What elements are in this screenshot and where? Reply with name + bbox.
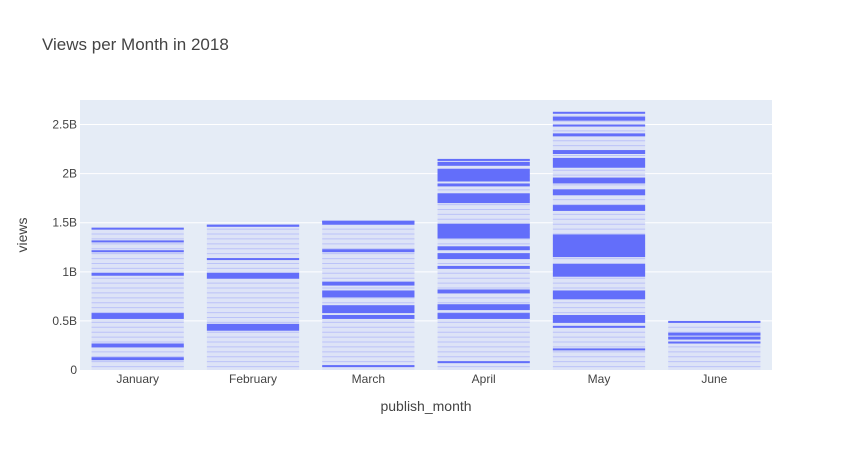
bar-top [438,159,530,161]
y-axis-title: views [14,217,30,252]
bar-segment [668,342,760,344]
bar-segment [92,240,184,242]
bar-segment [553,235,645,258]
bar-segment [92,313,184,319]
bar-june [668,321,760,370]
bar-segment [92,343,184,347]
x-tick-label: April [472,372,496,386]
bar-segment [438,183,530,186]
x-tick-label: May [588,372,611,386]
bar-segment [553,189,645,195]
bar-segment [553,133,645,136]
x-tick-label: June [701,372,727,386]
bar-segment [553,264,645,277]
bar-segment [438,253,530,259]
bar-segment [553,290,645,299]
x-axis-title: publish_month [380,398,471,414]
bar-segment [553,348,645,350]
bar-top [553,112,645,114]
bar-segment [322,249,414,252]
y-tick-label: 1B [62,265,77,279]
bar-may [553,112,645,370]
bar-segment [92,250,184,252]
bar-segment [322,365,414,367]
y-tick-label: 2B [62,167,77,181]
bar-segment [438,313,530,319]
bar-segment [438,193,530,203]
chart-title: Views per Month in 2018 [42,35,229,54]
y-tick-label: 0.5B [52,314,77,328]
x-tick-label: January [116,372,159,386]
bar-segment [92,273,184,276]
bar-body [668,321,760,370]
bar-segment [438,224,530,239]
bar-february [207,225,299,370]
bar-top [668,321,760,323]
bar-top [322,221,414,223]
bar-segment [322,305,414,313]
bar-segment [668,337,760,340]
bar-segment [438,304,530,310]
x-tick-label: March [352,372,385,386]
y-tick-label: 1.5B [52,216,77,230]
x-axis-ticks: January February March April May June [116,372,727,386]
bar-segment [92,357,184,360]
bar-segment [207,273,299,279]
bar-segment [322,282,414,286]
bar-top [92,228,184,230]
y-tick-label: 2.5B [52,118,77,132]
y-axis-ticks: 0 0.5B 1B 1.5B 2B 2.5B [52,118,77,377]
bar-march [322,221,414,370]
bar-segment [553,158,645,168]
bar-segment [553,326,645,328]
bar-segment [553,315,645,323]
bar-segment [438,246,530,250]
bar-segment [322,315,414,319]
bar-segment [322,290,414,297]
bar-april [438,159,530,370]
y-tick-label: 0 [70,363,77,377]
x-tick-label: February [229,372,277,386]
bar-segment [438,169,530,182]
bar-segment [438,162,530,166]
bar-segment [553,178,645,184]
bar-segment [668,333,760,336]
bar-segment [207,258,299,260]
bar-body [438,159,530,370]
bar-segment [438,266,530,269]
bar-segment [553,117,645,121]
bar-segment [553,205,645,211]
bar-segment [553,125,645,127]
bar-segment [553,150,645,154]
bar-january [92,228,184,370]
bar-top [207,225,299,227]
bar-segment [438,361,530,363]
bar-segment [438,289,530,293]
bar-segment [207,324,299,331]
